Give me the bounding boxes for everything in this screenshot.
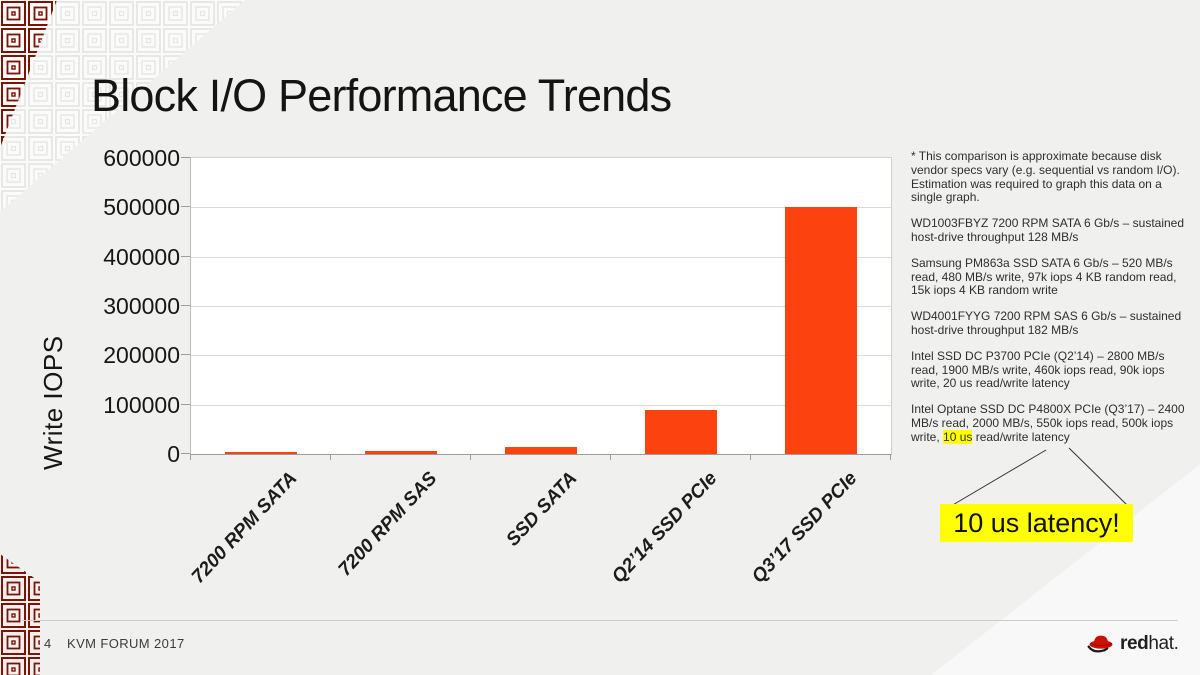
redhat-wordmark: redhat. — [1120, 633, 1179, 654]
spec-notes: * This comparison is approximate because… — [911, 149, 1195, 457]
footer-page-number: 4 — [44, 636, 52, 651]
gridline-500000 — [191, 207, 891, 209]
gridline-200000 — [191, 355, 891, 357]
y-tick-200000 — [181, 354, 190, 356]
note-samsung-pm863a: Samsung PM863a SSD SATA 6 Gb/s – 520 MB/… — [911, 255, 1177, 298]
footer-divider — [22, 620, 1178, 621]
y-tick-label-600000: 600000 — [103, 145, 180, 171]
note-intel-p3700: Intel SSD DC P3700 PCIe (Q2’14) – 2800 M… — [911, 348, 1165, 391]
y-tick-600000 — [181, 157, 190, 158]
highlighted-10us-text: 10 us — [943, 429, 973, 444]
x-tick-1 — [330, 454, 331, 460]
gridline-300000 — [191, 306, 891, 307]
y-tick-400000 — [181, 255, 190, 257]
y-tick-label-400000: 400000 — [103, 243, 180, 270]
bar-ssd-sata — [505, 446, 577, 454]
latency-callout: 10 us latency! — [940, 504, 1133, 542]
x-tick-3 — [610, 454, 611, 460]
bar-7200-rpm-sas — [365, 451, 437, 454]
y-tick-300000 — [181, 305, 190, 306]
gridline-100000 — [191, 404, 891, 406]
note-intel-optane-p4800x: Intel Optane SSD DC P4800X PCIe (Q3’17) … — [911, 402, 1185, 444]
note-comparison-disclaimer: * This comparison is approximate because… — [911, 149, 1180, 205]
x-tick-4 — [750, 454, 751, 460]
redhat-logo: redhat. — [1086, 631, 1179, 657]
y-tick-label-0: 0 — [167, 441, 180, 467]
note-wd1003fbyz: WD1003FBYZ 7200 RPM SATA 6 Gb/s – sustai… — [911, 216, 1185, 244]
slide-title: Block I/O Performance Trends — [91, 70, 672, 121]
x-tick-0 — [190, 454, 191, 460]
y-tick-label-100000: 100000 — [103, 391, 180, 418]
y-tick-100000 — [181, 403, 190, 405]
x-tick-2 — [470, 454, 471, 460]
x-tick-5 — [890, 454, 891, 460]
chart-plot-area — [190, 157, 892, 455]
redhat-fedora-icon — [1087, 635, 1113, 653]
y-tick-0 — [181, 453, 190, 454]
gridline-400000 — [191, 256, 891, 258]
bar-q2-14-ssd-pcie — [645, 409, 717, 454]
note-wd4001fyyg: WD4001FYYG 7200 RPM SAS 6 Gb/s – sustain… — [911, 309, 1182, 337]
bar-q3-17-ssd-pcie — [785, 207, 857, 454]
corner-pattern-bottom-left-decoration — [0, 554, 40, 675]
y-tick-label-500000: 500000 — [103, 194, 180, 221]
footer-event-label: KVM FORUM 2017 — [67, 636, 185, 651]
y-tick-500000 — [181, 206, 190, 208]
y-tick-label-200000: 200000 — [103, 342, 180, 369]
bar-7200-rpm-sata — [225, 452, 297, 454]
y-tick-label-300000: 300000 — [103, 293, 180, 319]
